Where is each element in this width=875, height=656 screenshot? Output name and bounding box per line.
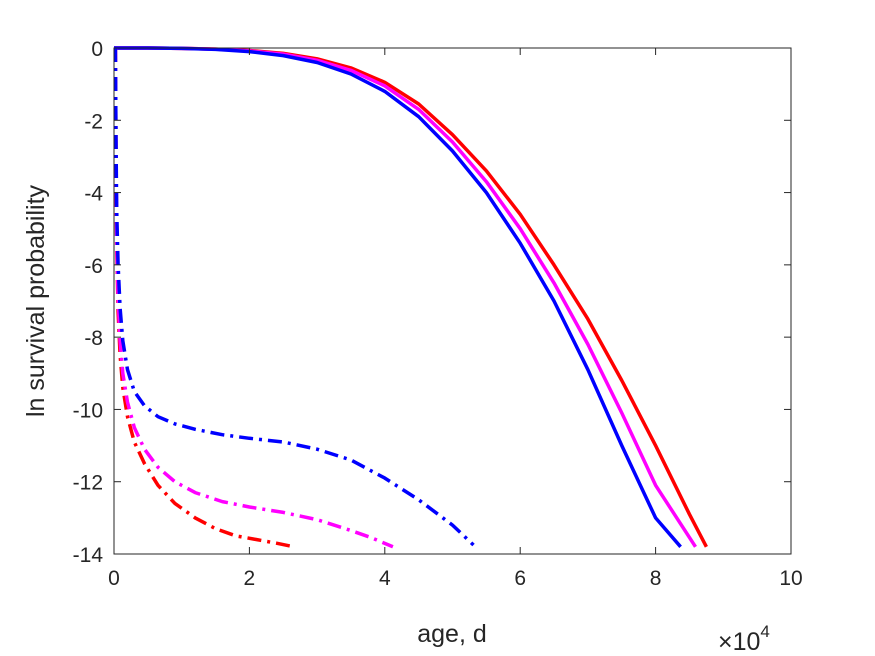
y-tick-label: -2 (84, 110, 103, 133)
x-tick-label: 2 (244, 567, 256, 590)
y-tick-label: -4 (84, 183, 103, 206)
y-tick-label: 0 (91, 38, 103, 61)
series-line-5-dashdot (113, 47, 394, 549)
axes-box (113, 47, 792, 555)
y-tick-label: -10 (73, 399, 103, 422)
x-tick-label: 4 (379, 567, 391, 590)
y-tick-label: -14 (73, 544, 104, 567)
x-tick-label: 10 (779, 567, 802, 590)
x-tick-label: 0 (108, 567, 120, 590)
series-line-3-solid (114, 46, 682, 548)
x-axis-exponent-base: ×10 (718, 628, 760, 656)
series-layer (113, 46, 708, 549)
plot-area (114, 48, 791, 554)
x-tick-label: 6 (514, 567, 526, 590)
x-axis-label: age, d (417, 620, 487, 648)
series-line-6-dashdot (113, 47, 475, 547)
y-tick-label: -12 (73, 472, 103, 495)
x-axis-exponent-power: 4 (760, 622, 769, 641)
tick-label-layer: 0 2 4 6 8 10 0 -2 -4 -6 -8 -10 -12 -14 (73, 38, 803, 590)
y-axis-label: ln survival probability (22, 184, 50, 417)
y-tick-label: -8 (84, 327, 103, 350)
x-tick-label: 8 (650, 567, 662, 590)
y-tick-label: -6 (84, 255, 103, 278)
axes-layer (113, 47, 792, 555)
x-axis-exponent: ×104 (718, 622, 770, 656)
